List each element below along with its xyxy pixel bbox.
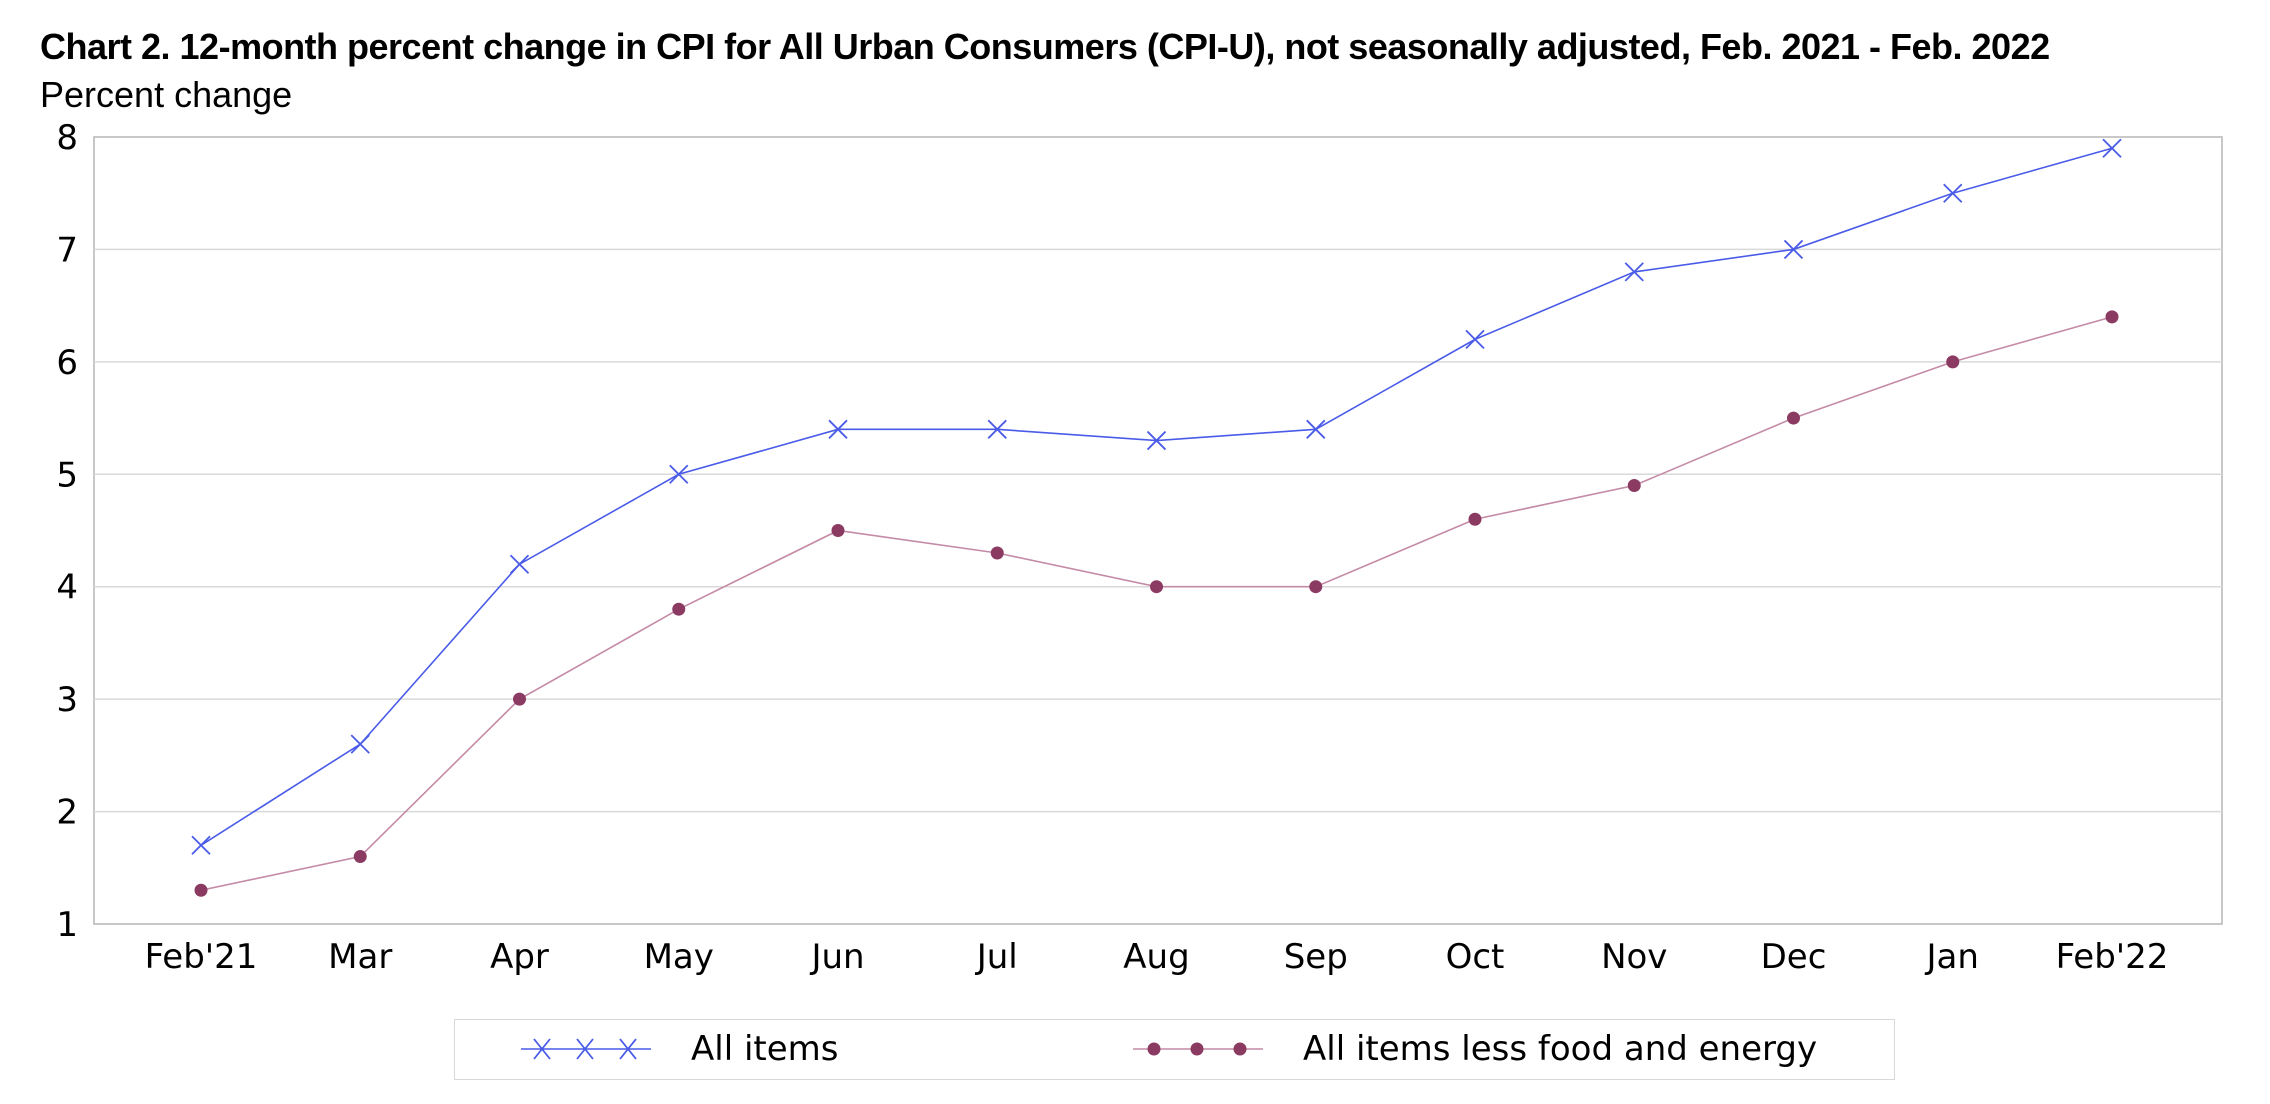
data-point — [509, 554, 530, 574]
x-tick-label: Feb'22 — [2056, 937, 2169, 977]
legend-label-all-items: All items — [691, 1029, 839, 1069]
y-axis-label: Percent change — [40, 74, 293, 115]
data-point — [2105, 310, 2119, 324]
legend-swatch-all-items — [521, 1038, 651, 1060]
y-axis: 1 2 3 4 5 6 7 8 — [56, 118, 78, 945]
data-point — [828, 419, 848, 439]
data-point — [1150, 580, 1163, 594]
data-point — [1146, 430, 1167, 451]
series-all-items — [191, 138, 2122, 855]
data-point — [831, 524, 845, 537]
legend-label-core: All items less food and energy — [1303, 1029, 1818, 1069]
data-point — [672, 602, 686, 616]
y-tick-label: 7 — [56, 230, 78, 270]
legend: All items All items less food and energy — [454, 1019, 1895, 1080]
x-tick-label: Aug — [1123, 937, 1189, 977]
data-point — [513, 692, 526, 706]
y-tick-label: 2 — [56, 793, 78, 833]
y-tick-label: 4 — [56, 568, 78, 608]
legend-item-core: All items less food and energy — [1133, 1020, 1817, 1078]
data-point — [669, 464, 689, 484]
x-tick-label: Dec — [1761, 937, 1827, 977]
chart-title: Chart 2. 12-month percent change in CPI … — [40, 26, 2050, 67]
x-tick-label: Nov — [1601, 937, 1667, 977]
data-point — [194, 883, 208, 897]
x-axis: Feb'21 Mar Apr May Jun Jul Aug Sep Oct Nov Dec Jan F… — [145, 937, 2169, 977]
x-tick-label: Apr — [490, 937, 549, 977]
data-point — [1946, 355, 1960, 369]
x-tick-label: Mar — [328, 937, 392, 977]
legend-swatch-core — [1133, 1042, 1263, 1056]
y-tick-label: 6 — [56, 343, 78, 383]
y-tick-label: 3 — [56, 680, 78, 720]
series-group — [191, 138, 2122, 897]
x-tick-label: Oct — [1446, 937, 1505, 977]
data-point — [1465, 329, 1485, 350]
x-tick-label: Jul — [975, 937, 1018, 977]
x-tick-label: Feb'21 — [145, 937, 258, 977]
legend-item-all-items: All items — [521, 1020, 839, 1078]
data-point — [1787, 411, 1800, 425]
y-tick-label: 8 — [56, 118, 78, 158]
x-tick-label: Jun — [809, 937, 864, 977]
data-point — [1943, 183, 1963, 203]
data-point — [987, 419, 1007, 439]
x-tick-label: Sep — [1284, 937, 1348, 977]
y-tick-label: 1 — [56, 905, 78, 945]
data-point — [1309, 580, 1323, 594]
data-point — [350, 734, 370, 754]
data-point — [1627, 479, 1641, 493]
x-tick-label: Jan — [1925, 937, 1979, 977]
series-core — [194, 310, 2119, 897]
data-point — [2102, 138, 2122, 158]
x-tick-label: May — [644, 937, 714, 977]
data-point — [990, 546, 1004, 560]
y-tick-label: 5 — [56, 455, 78, 495]
data-point — [1783, 239, 1804, 260]
data-point — [1468, 512, 1482, 526]
data-point — [191, 835, 211, 855]
data-point — [353, 850, 367, 864]
data-point — [1624, 262, 1644, 282]
data-point — [1306, 419, 1326, 439]
plot-area — [93, 136, 2223, 925]
